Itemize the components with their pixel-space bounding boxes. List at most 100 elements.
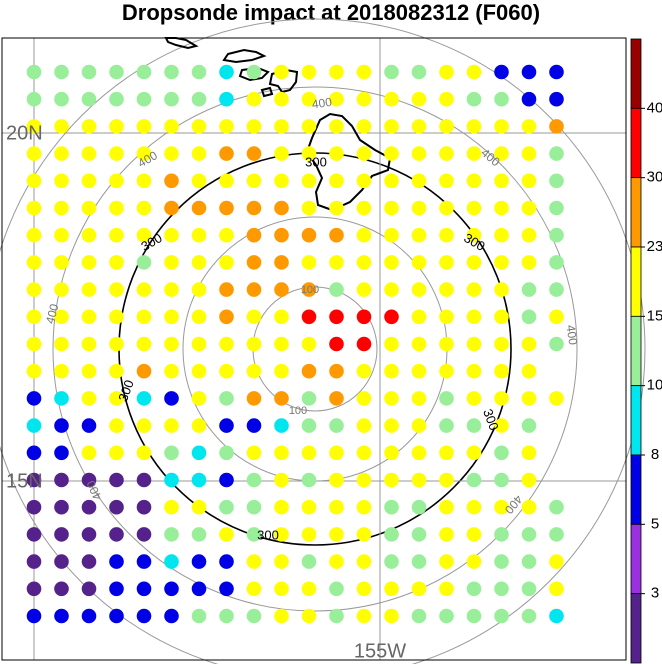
impact-dot <box>274 173 289 189</box>
impact-dot <box>26 499 42 515</box>
impact-dot <box>411 227 427 243</box>
impact-dot <box>439 527 454 542</box>
impact-dot <box>329 418 344 433</box>
impact-dot <box>81 64 97 80</box>
impact-dot <box>26 472 42 488</box>
impact-dot <box>301 227 317 243</box>
impact-dot <box>466 527 482 542</box>
impact-dot <box>329 608 344 624</box>
impact-dot <box>81 309 97 325</box>
impact-dot <box>494 173 509 189</box>
impact-dot <box>384 418 399 433</box>
impact-dot <box>246 472 262 488</box>
impact-dot <box>109 173 124 189</box>
impact-dot <box>274 64 289 80</box>
impact-dot <box>411 64 427 80</box>
impact-dot <box>136 227 152 243</box>
impact-dot <box>466 418 482 433</box>
impact-dot <box>356 255 372 270</box>
ring-label: 400 <box>563 324 580 346</box>
impact-dot <box>411 554 427 569</box>
impact-dot <box>164 336 179 352</box>
impact-dot <box>549 309 564 325</box>
impact-dot <box>521 255 537 270</box>
impact-dot <box>521 391 537 406</box>
impact-dot <box>521 608 537 624</box>
impact-dot <box>81 499 97 515</box>
impact-dot <box>411 200 427 216</box>
impact-dot <box>54 255 69 270</box>
impact-dot <box>246 418 262 433</box>
impact-dot <box>26 309 42 325</box>
impact-dot <box>136 581 152 597</box>
impact-dot <box>549 91 564 107</box>
impact-dot <box>329 227 344 243</box>
impact-dot <box>191 91 207 107</box>
impact-dot <box>26 173 42 189</box>
impact-dot <box>136 255 152 270</box>
impact-dot <box>219 119 234 134</box>
colorbar-tick-label: 3 <box>651 585 659 602</box>
impact-dot <box>219 173 234 189</box>
impact-dot <box>54 91 69 107</box>
impact-dot <box>439 227 454 243</box>
impact-dot <box>549 255 564 270</box>
impact-dot <box>494 581 509 597</box>
impact-dot <box>439 472 454 488</box>
impact-dot <box>246 336 262 352</box>
impact-dot <box>411 119 427 134</box>
impact-dot <box>136 554 152 569</box>
impact-dot <box>356 472 372 488</box>
impact-dot <box>164 445 179 461</box>
impact-dot <box>356 146 372 161</box>
impact-dot <box>26 200 42 216</box>
impact-dot <box>466 200 482 216</box>
impact-dot <box>439 363 454 379</box>
impact-dot <box>329 499 344 515</box>
colorbar-segment <box>630 107 642 179</box>
impact-dot <box>439 554 454 569</box>
impact-dot <box>54 445 69 461</box>
impact-dot <box>411 581 427 597</box>
impact-dot <box>494 200 509 216</box>
impact-dot <box>26 255 42 270</box>
impact-dot <box>191 554 207 569</box>
impact-dot <box>466 64 482 80</box>
colorbar-tick-label: 5 <box>651 515 659 532</box>
impact-dot <box>549 282 564 297</box>
impact-dot <box>466 309 482 325</box>
impact-dot <box>81 91 97 107</box>
impact-dot <box>384 363 399 379</box>
impact-dot <box>439 64 454 80</box>
impact-dot <box>164 363 179 379</box>
impact-dot <box>136 282 152 297</box>
impact-dot <box>246 173 262 189</box>
impact-dot <box>329 363 344 379</box>
impact-dot <box>439 255 454 270</box>
impact-dot <box>384 445 399 461</box>
impact-dot <box>356 527 372 542</box>
impact-dot <box>246 119 262 134</box>
impact-dot <box>54 363 69 379</box>
impact-dot <box>329 200 344 216</box>
impact-dot <box>191 608 207 624</box>
impact-dot <box>384 472 399 488</box>
impact-dot <box>521 554 537 569</box>
impact-dot <box>301 363 317 379</box>
impact-dot <box>439 119 454 134</box>
colorbar-segment <box>630 315 642 387</box>
impact-dot <box>466 336 482 352</box>
impact-dot <box>301 309 317 325</box>
map-labels: 20N 15N 155W <box>6 122 406 662</box>
impact-dot <box>411 336 427 352</box>
impact-dot <box>109 527 124 542</box>
impact-dot <box>301 472 317 488</box>
impact-dot <box>494 227 509 243</box>
impact-dot <box>246 608 262 624</box>
impact-dot <box>356 336 372 352</box>
impact-dot <box>219 418 234 433</box>
impact-dot <box>109 64 124 80</box>
impact-dot <box>549 146 564 161</box>
impact-dot <box>164 227 179 243</box>
chart-title: Dropsonde impact at 2018082312 (F060) <box>121 0 541 25</box>
